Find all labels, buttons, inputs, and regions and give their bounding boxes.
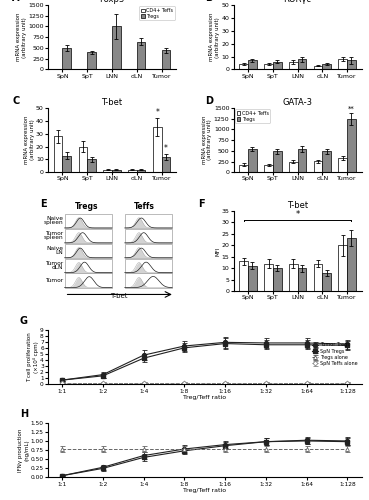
- Bar: [323, 64, 331, 70]
- Bar: [338, 158, 347, 172]
- Bar: [314, 264, 323, 291]
- Text: C: C: [12, 96, 20, 106]
- Bar: [162, 50, 170, 70]
- Text: F: F: [198, 200, 204, 209]
- Text: A: A: [12, 0, 20, 3]
- Y-axis label: T cell proliferation
(×10⁴ cpm): T cell proliferation (×10⁴ cpm): [27, 332, 39, 382]
- Y-axis label: mRNA expression
(arbitrary unit): mRNA expression (arbitrary unit): [201, 116, 213, 164]
- Text: Tumor: Tumor: [45, 232, 63, 236]
- Bar: [87, 160, 96, 172]
- Text: D: D: [206, 96, 213, 106]
- Bar: [347, 60, 356, 70]
- Title: GATA-3: GATA-3: [283, 98, 313, 107]
- Bar: [323, 273, 331, 291]
- Text: E: E: [40, 200, 47, 209]
- Bar: [128, 170, 137, 172]
- Text: dLN: dLN: [52, 265, 63, 270]
- Text: Teffs: Teffs: [134, 202, 154, 211]
- Text: *: *: [164, 144, 168, 153]
- Text: B: B: [206, 0, 213, 3]
- Bar: [264, 64, 273, 70]
- Bar: [54, 136, 62, 172]
- Bar: [112, 170, 121, 172]
- Bar: [248, 266, 257, 291]
- Bar: [264, 264, 273, 291]
- Text: spleen: spleen: [44, 220, 63, 226]
- Bar: [125, 258, 172, 272]
- Y-axis label: mRNA expression
(arbitrary unit): mRNA expression (arbitrary unit): [24, 116, 35, 164]
- Bar: [239, 262, 248, 291]
- Bar: [153, 127, 162, 172]
- Bar: [248, 149, 257, 172]
- Y-axis label: MFI: MFI: [215, 246, 220, 256]
- Bar: [248, 60, 257, 70]
- Text: Tregs: Tregs: [75, 202, 98, 211]
- Bar: [137, 170, 145, 172]
- Bar: [103, 170, 112, 172]
- Bar: [162, 157, 170, 172]
- Bar: [273, 268, 282, 291]
- Bar: [125, 274, 172, 287]
- Y-axis label: mRNA expression
(arbitrary unit): mRNA expression (arbitrary unit): [209, 13, 220, 62]
- Legend: CD4+ Teffs, Tregs: CD4+ Teffs, Tregs: [139, 6, 175, 20]
- X-axis label: Treg/Teff ratio: Treg/Teff ratio: [183, 395, 226, 400]
- Text: **: **: [348, 106, 355, 112]
- Bar: [79, 146, 87, 172]
- Bar: [125, 214, 172, 228]
- Bar: [137, 42, 145, 70]
- Y-axis label: mRNA expression
(arbitrary unit): mRNA expression (arbitrary unit): [16, 13, 27, 62]
- Bar: [273, 62, 282, 70]
- Text: Tumor: Tumor: [45, 278, 63, 283]
- Bar: [65, 274, 112, 287]
- Title: T-bet: T-bet: [287, 201, 308, 210]
- Bar: [323, 151, 331, 172]
- Bar: [125, 244, 172, 258]
- Bar: [289, 162, 298, 172]
- Bar: [338, 59, 347, 70]
- Bar: [65, 214, 112, 228]
- Bar: [239, 64, 248, 70]
- Text: G: G: [20, 316, 28, 326]
- Bar: [87, 52, 96, 70]
- Title: T-bet: T-bet: [101, 98, 123, 107]
- Text: Naive: Naive: [46, 216, 63, 222]
- Bar: [289, 62, 298, 70]
- Bar: [298, 149, 306, 172]
- Text: Tumor: Tumor: [45, 261, 63, 266]
- Bar: [62, 48, 71, 70]
- Text: *: *: [296, 210, 300, 219]
- Bar: [65, 258, 112, 272]
- Bar: [125, 229, 172, 243]
- Bar: [65, 229, 112, 243]
- Bar: [239, 164, 248, 172]
- Title: RORγc: RORγc: [284, 0, 311, 4]
- Text: LN: LN: [56, 250, 63, 255]
- Bar: [298, 59, 306, 70]
- Bar: [112, 26, 121, 70]
- Bar: [289, 264, 298, 291]
- Text: Naive: Naive: [46, 246, 63, 251]
- Bar: [338, 245, 347, 291]
- Text: spleen: spleen: [44, 236, 63, 240]
- X-axis label: Treg/Teff ratio: Treg/Teff ratio: [183, 488, 226, 493]
- Bar: [65, 244, 112, 258]
- Bar: [314, 66, 323, 70]
- Bar: [273, 151, 282, 172]
- Title: Foxp3: Foxp3: [99, 0, 125, 4]
- Bar: [298, 268, 306, 291]
- Bar: [347, 118, 356, 172]
- Legend: CD4+ Teffs, Tregs: CD4+ Teffs, Tregs: [235, 110, 270, 123]
- Text: H: H: [20, 409, 28, 419]
- Bar: [62, 156, 71, 172]
- Y-axis label: IFNγ production
(ng/mL): IFNγ production (ng/mL): [18, 428, 29, 472]
- Text: *: *: [155, 108, 159, 118]
- Bar: [264, 165, 273, 172]
- Bar: [347, 238, 356, 291]
- Text: T-bet: T-bet: [110, 294, 127, 300]
- Legend: Tumor Tregs, SpN Tregs, Tregs alone, SpN Teffs alone: Tumor Tregs, SpN Tregs, Tregs alone, SpN…: [310, 340, 359, 368]
- Bar: [314, 162, 323, 172]
